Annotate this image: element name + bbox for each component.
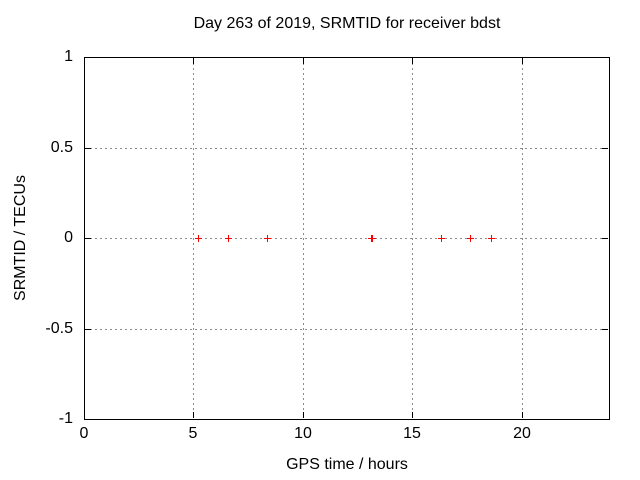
data-point-marker — [263, 234, 271, 242]
x-tick-label: 10 — [294, 425, 312, 442]
y-gridline — [85, 148, 608, 149]
y-tick-mark-left — [85, 419, 91, 420]
y-tick-mark-right — [602, 57, 608, 58]
y-tick-mark-right — [602, 329, 608, 330]
x-tick-label: 0 — [79, 425, 89, 442]
data-point-marker — [438, 234, 446, 242]
x-tick-mark-bottom — [193, 412, 194, 418]
data-point-marker — [467, 234, 475, 242]
x-tick-mark-top — [522, 58, 523, 64]
y-tick-mark-right — [602, 148, 608, 149]
data-point-marker — [194, 234, 202, 242]
x-tick-label: 15 — [403, 425, 421, 442]
data-point-marker — [488, 234, 496, 242]
x-tick-mark-top — [412, 58, 413, 64]
y-tick-mark-right — [602, 238, 608, 239]
y-tick-label: 1 — [64, 48, 73, 65]
y-tick-label: 0 — [64, 229, 73, 246]
x-tick-mark-bottom — [303, 412, 304, 418]
y-tick-label: 0.5 — [50, 139, 73, 156]
y-tick-label: -0.5 — [45, 320, 73, 337]
x-tick-mark-top — [84, 58, 85, 64]
x-tick-label: 20 — [513, 425, 531, 442]
x-tick-mark-bottom — [84, 412, 85, 418]
x-tick-mark-top — [303, 58, 304, 64]
y-tick-mark-right — [602, 419, 608, 420]
chart-title: Day 263 of 2019, SRMTID for receiver bds… — [193, 15, 501, 32]
y-tick-mark-left — [85, 148, 91, 149]
x-axis-label: GPS time / hours — [286, 456, 408, 473]
data-point-marker — [224, 234, 232, 242]
y-tick-mark-left — [85, 329, 91, 330]
y-tick-mark-left — [85, 238, 91, 239]
y-gridline — [85, 238, 608, 239]
plot-area — [84, 57, 610, 420]
x-tick-mark-bottom — [522, 412, 523, 418]
x-tick-label: 5 — [188, 425, 198, 442]
y-tick-label: -1 — [58, 410, 73, 427]
x-tick-mark-top — [193, 58, 194, 64]
y-tick-mark-left — [85, 57, 91, 58]
data-point-marker — [369, 234, 377, 242]
y-gridline — [85, 329, 608, 330]
x-tick-mark-bottom — [412, 412, 413, 418]
